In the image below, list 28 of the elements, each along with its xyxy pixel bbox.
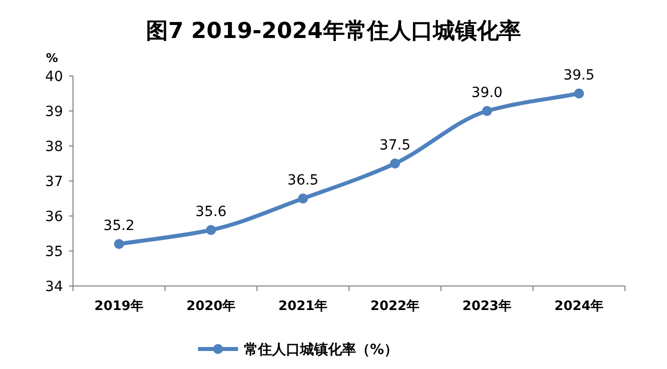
point (390, 158, 400, 168)
y-tick-label: 34 (45, 279, 64, 295)
point (114, 239, 124, 249)
x-tick-label: 2023年 (462, 299, 512, 314)
y-tick-label: 40 (45, 69, 63, 85)
x-tick-label: 2021年 (278, 299, 328, 314)
data-label: 35.2 (103, 218, 135, 234)
data-label: 39.0 (471, 85, 503, 101)
point (574, 88, 584, 98)
x-tick-label: 2022年 (370, 299, 420, 314)
data-label: 39.5 (563, 68, 595, 84)
y-tick-label: 38 (45, 139, 63, 155)
point (298, 194, 308, 204)
x-tick-label: 2024年 (554, 299, 604, 314)
y-tick-label: 36 (45, 209, 64, 225)
data-label: 36.5 (287, 172, 319, 188)
legend-label: 常住人口城镇化率（%） (244, 341, 398, 358)
y-tick-label: 39 (45, 104, 63, 120)
x-tick-label: 2020年 (186, 299, 236, 314)
x-tick-label: 2019年 (94, 299, 144, 314)
chart-title: 图7 2019-2024年常住人口城镇化率 (146, 18, 521, 44)
point (482, 106, 492, 116)
y-tick-label: 35 (45, 244, 63, 260)
point (206, 225, 216, 235)
data-label: 37.5 (379, 138, 411, 154)
y-axis-title: % (46, 51, 58, 65)
y-tick-label: 37 (45, 174, 63, 190)
data-label: 35.6 (195, 204, 227, 220)
